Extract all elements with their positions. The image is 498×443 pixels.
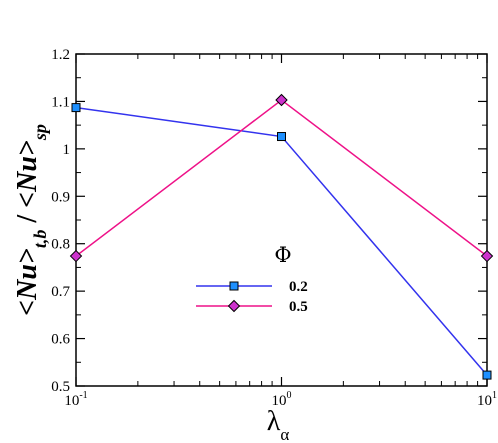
data-point-0.2 <box>482 370 492 380</box>
y-tick-label: 0.6 <box>51 332 70 348</box>
data-point-0.5 <box>69 249 83 263</box>
series-line-0.2 <box>75 106 488 376</box>
x-tick-label: 10-1 <box>64 390 87 409</box>
x-tick-label: 100 <box>272 390 292 409</box>
legend: Φ 0.20.5 <box>196 243 308 315</box>
y-axis-ticks: 0.5 0.6 0.7 0.8 0.9 1 1.1 1.2 <box>51 47 487 395</box>
data-point-0.5 <box>275 93 288 107</box>
legend-label-0.5: 0.5 <box>289 299 308 315</box>
x-axis-ticks: 10-1 100 101 <box>64 54 497 409</box>
legend-marker-0.2 <box>229 281 239 291</box>
y-tick-label: 0.7 <box>51 284 70 300</box>
y-tick-label: 1.1 <box>51 94 70 110</box>
data-point-0.2 <box>277 132 286 142</box>
x-tick-label: 101 <box>477 390 497 409</box>
y-tick-label: 0.9 <box>51 189 70 205</box>
series-line-0.5 <box>75 99 488 257</box>
data-point-0.2 <box>71 103 81 113</box>
y-tick-label: 0.5 <box>51 379 70 395</box>
legend-marker-0.5 <box>227 299 241 313</box>
y-axis-label: <Nu>t,b / <Nu>sp <box>12 124 50 316</box>
y-tick-label: 1 <box>63 142 71 158</box>
y-tick-label: 1.2 <box>51 47 70 63</box>
data-point-0.5 <box>480 249 494 263</box>
y-tick-label: 0.8 <box>51 237 70 253</box>
series-layer <box>69 93 494 380</box>
legend-label-0.2: 0.2 <box>289 279 308 295</box>
x-axis-label: λα <box>267 406 290 443</box>
legend-entries: 0.20.5 <box>196 279 308 315</box>
legend-title: Φ <box>274 243 291 267</box>
